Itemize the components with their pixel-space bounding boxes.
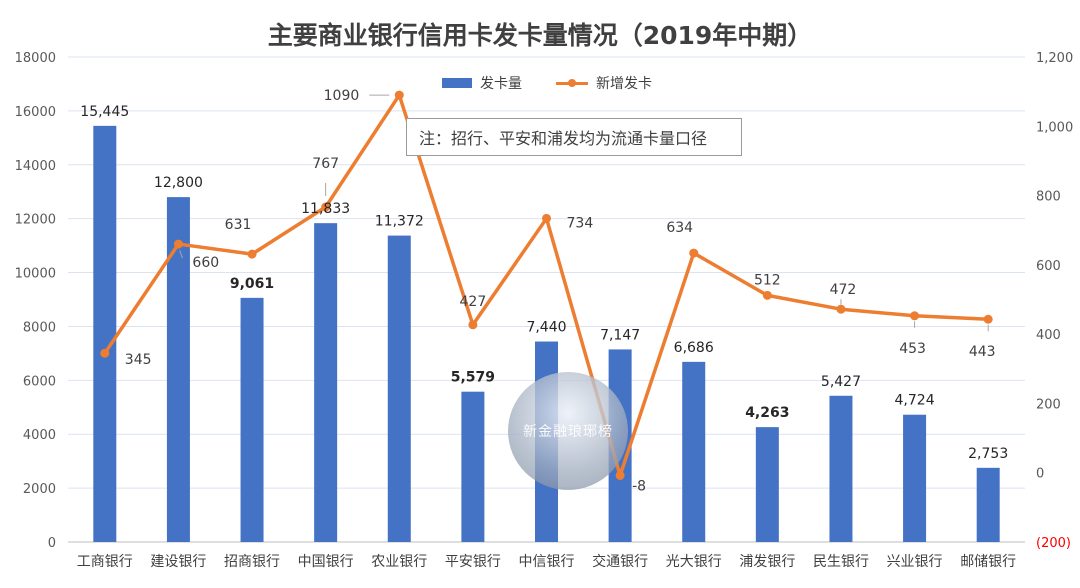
legend-item-bar: 发卡量 — [442, 73, 522, 93]
bar — [829, 395, 853, 542]
bar — [93, 125, 117, 543]
y-left-tick-label: 16000 — [15, 105, 56, 120]
bar — [976, 467, 1000, 542]
bar-data-label: 11,372 — [375, 214, 424, 230]
line-data-label: 427 — [460, 294, 487, 310]
x-tick-label: 兴业银行 — [887, 554, 943, 570]
annotation-box: 注：招行、平安和浦发均为流通卡量口径 — [406, 118, 742, 156]
legend-label-line: 新增发卡 — [596, 76, 652, 92]
bar-data-label: 5,579 — [451, 370, 495, 386]
line-point — [542, 213, 551, 223]
line-data-label: 345 — [125, 352, 152, 368]
chart-title: 主要商业银行信用卡发卡量情况（2019年中期） — [267, 21, 813, 50]
bar-data-label: 2,753 — [968, 446, 1008, 462]
legend: 发卡量 新增发卡 — [442, 73, 652, 93]
bar-data-label: 6,686 — [674, 340, 714, 356]
legend-line-swatch — [556, 78, 588, 88]
x-tick-label: 交通银行 — [592, 553, 648, 570]
line-point — [910, 311, 920, 321]
y-left-tick-label: 10000 — [15, 267, 56, 282]
y-right-tick-label: (200) — [1036, 536, 1071, 551]
y-left-tick-label: 14000 — [15, 159, 56, 174]
line-point — [394, 90, 404, 100]
line-data-label: 1090 — [324, 88, 360, 104]
line-data-label: 634 — [666, 220, 693, 236]
bar-data-label: 12,800 — [154, 175, 203, 191]
bar-data-label: 7,440 — [526, 320, 566, 336]
line-point — [689, 248, 699, 258]
y-right-tick-label: 0 — [1036, 467, 1044, 482]
bar-data-label: 11,833 — [301, 201, 350, 217]
line-data-label: 734 — [567, 215, 594, 231]
x-tick-label: 平安银行 — [445, 554, 501, 570]
y-left-tick-label: 0 — [48, 536, 56, 551]
line-point — [247, 249, 257, 259]
legend-bar-swatch — [442, 78, 472, 88]
y-right-tick-label: 800 — [1036, 190, 1061, 205]
x-tick-label: 浦发银行 — [739, 554, 795, 570]
x-tick-label: 光大银行 — [666, 554, 722, 570]
line-point — [468, 320, 478, 330]
x-tick-label: 工商银行 — [77, 554, 133, 570]
y-left-tick-label: 18000 — [15, 51, 56, 66]
line-data-label: 631 — [225, 217, 252, 233]
line-data-label: -8 — [632, 478, 646, 494]
x-tick-label: 邮储银行 — [960, 554, 1016, 570]
bar-data-label: 15,445 — [80, 104, 129, 120]
watermark-logo: 新金融琅琊榜 — [508, 372, 628, 490]
line-data-label: 660 — [192, 255, 219, 271]
bar-data-label: 7,147 — [600, 327, 640, 343]
x-tick-label: 农业银行 — [371, 554, 427, 570]
y-right-tick-label: 1,200 — [1036, 51, 1073, 66]
line-point — [321, 202, 331, 212]
line-data-label: 512 — [754, 272, 781, 288]
bar — [461, 391, 485, 542]
line-point — [100, 348, 110, 358]
legend-item-line: 新增发卡 — [556, 73, 652, 93]
bar-data-label: 9,061 — [230, 276, 274, 292]
bar — [166, 197, 190, 542]
bar-data-label: 5,427 — [821, 374, 861, 390]
line-data-label: 443 — [969, 344, 996, 360]
y-left-tick-label: 4000 — [23, 428, 56, 443]
x-tick-label: 民生银行 — [813, 554, 869, 570]
line-data-label: 767 — [312, 156, 339, 172]
line-data-label: 472 — [830, 282, 857, 298]
line-point — [173, 239, 183, 249]
x-tick-label: 中信银行 — [519, 554, 575, 570]
x-tick-label: 招商银行 — [224, 554, 280, 570]
y-right-tick-label: 600 — [1036, 259, 1061, 274]
bar — [903, 414, 927, 542]
watermark-text: 新金融琅琊榜 — [523, 424, 613, 440]
y-right-tick-label: 200 — [1036, 397, 1061, 412]
y-right-tick-label: 1,000 — [1036, 120, 1073, 135]
line-point — [836, 304, 846, 314]
bar — [314, 223, 338, 542]
bar-data-label: 4,724 — [895, 393, 935, 409]
leader-line — [179, 250, 183, 259]
y-left-tick-label: 8000 — [23, 320, 56, 335]
line-point — [762, 290, 772, 300]
x-tick-label: 中国银行 — [298, 554, 354, 570]
x-tick-label: 建设银行 — [150, 554, 206, 570]
legend-label-bar: 发卡量 — [480, 76, 522, 92]
y-left-tick-label: 12000 — [15, 213, 56, 228]
line-point — [983, 314, 993, 324]
bar — [682, 361, 706, 542]
bar — [387, 235, 411, 543]
y-right-tick-label: 400 — [1036, 328, 1061, 343]
line-point — [615, 470, 625, 480]
bar — [240, 297, 264, 542]
bar-data-label: 4,263 — [745, 405, 789, 421]
y-left-tick-label: 2000 — [23, 482, 56, 497]
line-data-label: 453 — [899, 341, 926, 357]
bar — [755, 427, 779, 542]
y-left-tick-label: 6000 — [23, 374, 56, 389]
